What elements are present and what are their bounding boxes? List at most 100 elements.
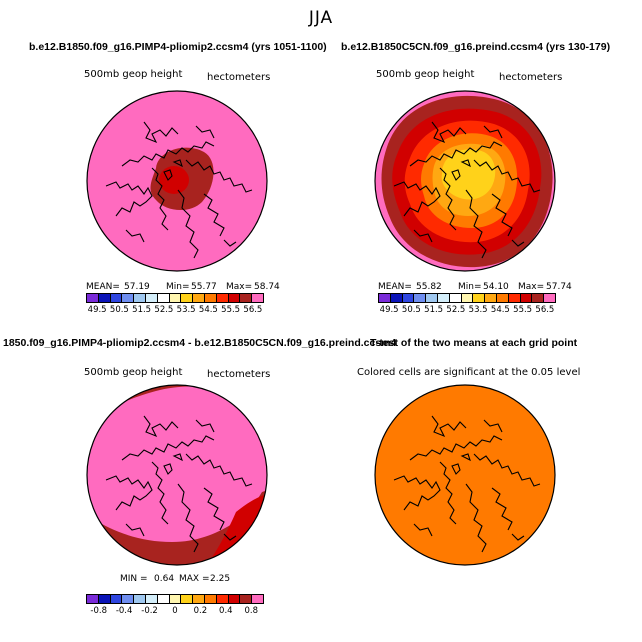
panel1-max-value: 58.74 [254,282,280,292]
panel3-units-label: hectometers [207,369,271,380]
colorbar-swatch [520,294,533,302]
colorbar-swatch [228,294,241,302]
panel2-max-label: Max= [518,282,545,292]
colorbar-swatch [204,294,217,302]
colorbar-swatch [157,595,170,603]
colorbar-tick-label: 56.5 [243,305,263,315]
panel4-map-border [374,384,556,566]
colorbar-swatch [544,294,555,302]
panel2-map-border [374,90,556,272]
panel2-colorbar-ticks: 49.5 50.5 51.5 52.5 53.5 54.5 55.5 56.5 [378,305,556,315]
colorbar-swatch [134,294,146,302]
panel3-title: 1850.f09_g16.PIMP4-pliomip2.ccsm4 - b.e1… [3,337,397,349]
panel1-mean-value: 57.19 [124,282,150,292]
colorbar-swatch [414,294,427,302]
colorbar-swatch [110,595,123,603]
colorbar-swatch [426,294,438,302]
colorbar-swatch [145,294,158,302]
colorbar-tick-label: 49.5 [379,305,399,315]
panel3-max-label: MAX = [179,574,210,584]
panel3-map-border [86,384,268,566]
panel1-coastlines [105,121,253,259]
panel3-colorbar-ticks: -0.8 -0.4 -0.2 0 0.2 0.4 0.8 [86,606,264,616]
colorbar-swatch [98,294,111,302]
colorbar-swatch [169,294,182,302]
colorbar-tick-label: 0.2 [193,606,208,616]
colorbar-swatch [216,595,229,603]
panel4-coastlines [393,415,541,553]
colorbar-tick-label: 55.5 [221,305,241,315]
panel1-title: b.e12.B1850.f09_g16.PIMP4-pliomip2.ccsm4… [29,41,327,53]
panel3-min-value: 0.64 [154,574,175,584]
colorbar-swatch [532,294,545,302]
panel3-variable-label: 500mb geop height [84,367,183,378]
colorbar-swatch [204,595,217,603]
panel2-polar-map [374,90,556,272]
panel3-colorbar [86,594,264,604]
colorbar-swatch [252,595,263,603]
colorbar-swatch [473,294,486,302]
colorbar-swatch [122,294,135,302]
colorbar-swatch [240,595,253,603]
colorbar-swatch [449,294,462,302]
colorbar-tick-label: -0.2 [141,606,158,616]
colorbar-tick-label: 54.5 [490,305,510,315]
panel3-max-value: 2.25 [210,574,231,584]
colorbar-tick-label: 53.5 [468,305,488,315]
panel1-contour-red [159,166,189,194]
panel1-polar-map [86,90,268,272]
panel2-min-label: Min= [458,282,482,292]
colorbar-swatch [379,294,391,302]
colorbar-tick-label: 0.4 [219,606,233,616]
panel1-map-border [86,90,268,272]
colorbar-tick-label: 54.5 [198,305,218,315]
colorbar-tick-label: 51.5 [424,305,444,315]
colorbar-swatch [98,595,111,603]
panel2-contour-536 [441,149,496,200]
colorbar-swatch [193,595,205,603]
colorbar-swatch [181,294,194,302]
colorbar-swatch [496,294,509,302]
colorbar-swatch [181,595,194,603]
colorbar-swatch [228,595,241,603]
colorbar-swatch [157,294,170,302]
panel1-units-label: hectometers [207,72,271,83]
colorbar-swatch [145,595,158,603]
panel3-min-label: MIN = [120,574,148,584]
colorbar-tick-label: 52.5 [446,305,466,315]
colorbar-swatch [87,294,99,302]
panel3-polar-map [86,384,268,566]
colorbar-tick-label: 49.5 [87,305,107,315]
colorbar-swatch [461,294,474,302]
panel1-colorbar-ticks: 49.5 50.5 51.5 52.5 53.5 54.5 55.5 56.5 [86,305,264,315]
colorbar-tick-label: 52.5 [154,305,174,315]
panel1-mean-label: MEAN= [86,282,120,292]
panel1-min-value: 55.77 [191,282,217,292]
panel2-coastlines [393,121,541,259]
panel2-mean-label: MEAN= [378,282,412,292]
colorbar-tick-label: -0.4 [115,606,133,616]
colorbar-swatch [87,595,99,603]
colorbar-tick-label: 50.5 [401,305,421,315]
panel1-colorbar [86,293,264,303]
colorbar-swatch [437,294,450,302]
figure-title: JJA [308,8,334,28]
panel3-coastlines [105,415,253,553]
panel1-variable-label: 500mb geop height [84,69,183,80]
colorbar-tick-label: 53.5 [176,305,196,315]
colorbar-tick-label: 50.5 [109,305,129,315]
colorbar-swatch [252,294,263,302]
panel2-max-value: 57.74 [546,282,572,292]
panel4-significance-note: Colored cells are significant at the 0.0… [357,367,581,378]
colorbar-swatch [134,595,146,603]
colorbar-tick-label: 56.5 [535,305,555,315]
panel1-max-label: Max= [226,282,253,292]
colorbar-tick-label: 0.8 [244,606,258,616]
colorbar-swatch [193,294,205,302]
colorbar-swatch [110,294,123,302]
panel2-variable-label: 500mb geop height [376,69,475,80]
panel2-units-label: hectometers [499,72,563,83]
panel2-colorbar [378,293,556,303]
panel2-title: b.e12.B1850C5CN.f09_g16.preind.ccsm4 (yr… [341,41,611,53]
colorbar-swatch [216,294,229,302]
